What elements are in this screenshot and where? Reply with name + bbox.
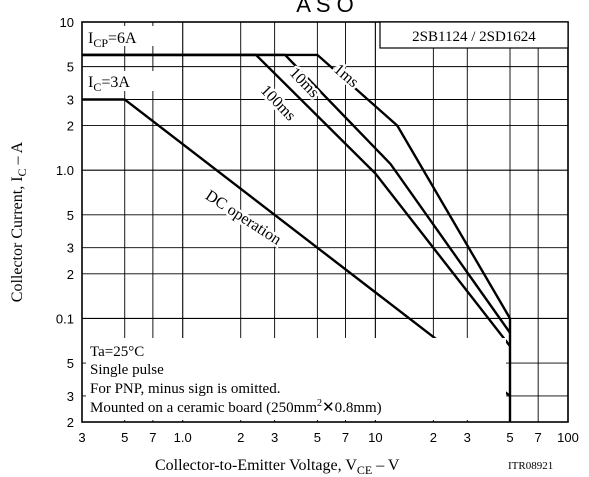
ic-label-bg <box>86 71 156 91</box>
x-tick-label: 2 <box>237 430 244 445</box>
icp-label-bg <box>86 26 162 46</box>
y-tick-label: 2 <box>67 119 74 134</box>
x-tick-label: 3 <box>78 430 85 445</box>
y-tick-label: 2 <box>67 415 74 430</box>
curve-dc-operation <box>82 98 511 397</box>
note-pnp: For PNP, minus sign is omitted. <box>90 381 280 397</box>
label-100ms: 100ms <box>257 82 299 125</box>
label-10ms: 10ms <box>286 64 322 101</box>
y-tick-label: 5 <box>67 356 74 371</box>
x-tick-label: 7 <box>535 430 542 445</box>
x-tick-label: 3 <box>464 430 471 445</box>
label-1ms: 1ms <box>330 61 361 91</box>
chart-title: A S O <box>296 0 353 17</box>
x-tick-label: 7 <box>342 430 349 445</box>
x-axis-label: Collector-to-Emitter Voltage, VCE – V <box>155 457 400 477</box>
y-tick-label: 2 <box>67 267 74 282</box>
y-tick-label: 5 <box>67 60 74 75</box>
x-tick-label: 5 <box>121 430 128 445</box>
plot-frame <box>81 21 569 423</box>
icp-limit-label: ICP=6A <box>88 30 137 50</box>
y-tick-labels: 10 5 3 2 1.0 5 3 2 0.1 5 3 2 <box>56 15 74 430</box>
note-single-pulse: Single pulse <box>90 362 164 378</box>
curve-100ms <box>82 53 511 347</box>
note-mounted: Mounted on a ceramic board (250mm2✕0.8mm… <box>90 398 382 416</box>
curve-10ms <box>82 53 511 334</box>
doc-code: ITR08921 <box>508 460 553 472</box>
y-tick-label: 5 <box>67 208 74 223</box>
part-number-box <box>379 21 569 49</box>
x-tick-label: 2 <box>430 430 437 445</box>
y-tick-label: 3 <box>67 389 74 404</box>
label-dc-operation: DC operation <box>202 187 284 248</box>
y-tick-label: 0.1 <box>56 311 74 326</box>
x-tick-label: 100 <box>557 430 579 445</box>
notes-bg <box>86 338 506 420</box>
ic-limit-label: IC=3A <box>88 74 130 94</box>
part-number: 2SB1124 / 2SD1624 <box>412 29 536 45</box>
x-tick-label: 10 <box>368 430 382 445</box>
x-tick-label: 1.0 <box>174 430 192 445</box>
x-tick-label: 5 <box>506 430 513 445</box>
y-tick-label: 10 <box>60 15 74 30</box>
x-tick-label: 5 <box>314 430 321 445</box>
x-tick-label: 3 <box>271 430 278 445</box>
x-tick-labels: 3 5 7 1.0 2 3 5 7 10 2 3 5 7 100 <box>78 430 578 445</box>
soa-curves <box>82 53 512 422</box>
y-axis-label: Collector Current, IC – A <box>9 141 29 302</box>
y-tick-label: 3 <box>67 241 74 256</box>
y-tick-label: 3 <box>67 92 74 107</box>
x-tick-label: 7 <box>149 430 156 445</box>
y-tick-label: 1.0 <box>56 163 74 178</box>
note-ta: Ta=25°C <box>90 344 144 360</box>
conditions-notes: Ta=25°C Single pulse For PNP, minus sign… <box>86 338 506 420</box>
